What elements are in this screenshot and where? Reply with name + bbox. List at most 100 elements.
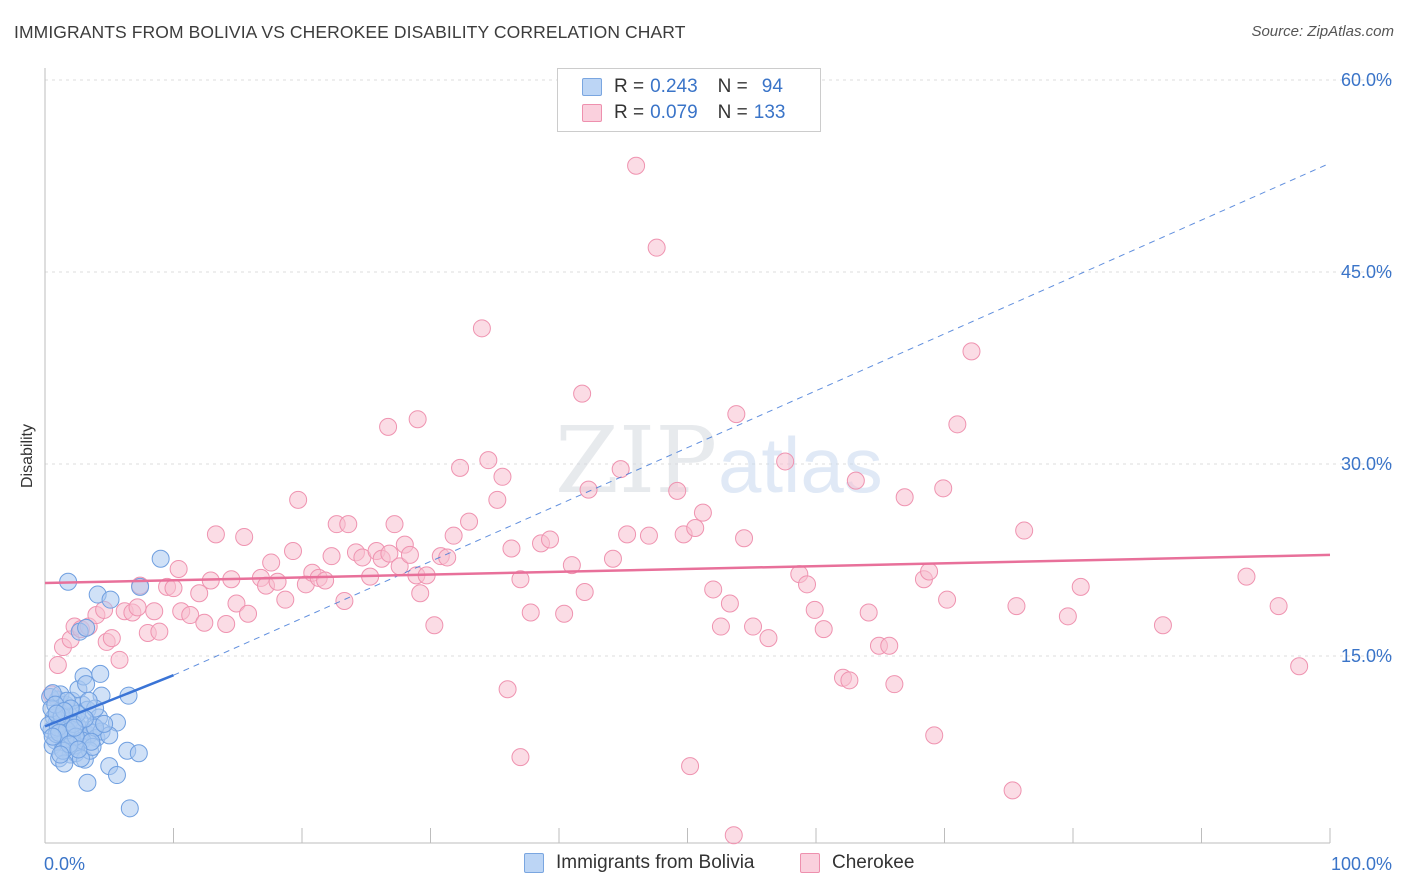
watermark-atlas: atlas [718, 421, 883, 509]
cherokee-point [562, 556, 581, 575]
legend-n-label: N = [717, 102, 748, 123]
bolivia-trend-extension [173, 162, 1331, 676]
cherokee-point [164, 579, 183, 598]
cherokee-point [48, 655, 67, 674]
cherokee-point [227, 594, 246, 613]
bolivia-point [151, 549, 170, 568]
y-tick-label: 45.0% [1341, 262, 1392, 282]
cherokee-point [335, 591, 354, 610]
bolivia-point [131, 577, 150, 596]
cherokee-point [681, 757, 700, 776]
cherokee-point [859, 603, 878, 622]
cherokee-point [618, 525, 637, 544]
cherokee-point [720, 594, 739, 613]
legend-n-label: N = [717, 76, 748, 97]
cherokee-point [885, 675, 904, 694]
cherokee-point [1290, 657, 1309, 676]
cherokee-point [686, 519, 705, 537]
cherokee-point [744, 617, 763, 636]
bolivia-point [101, 590, 120, 609]
bolivia-point [95, 714, 114, 733]
x-tick-label: 0.0% [44, 854, 85, 874]
cherokee-point [206, 525, 225, 544]
cherokee-point [934, 479, 953, 498]
cherokee-point [493, 467, 512, 486]
watermark: ZIP atlas [555, 407, 883, 514]
cherokee-point [322, 547, 341, 566]
cherokee-point [805, 600, 824, 619]
cherokee-trend-line [44, 553, 1331, 585]
legend-row-cherokee: R = 0.079 N = 133 [582, 101, 785, 125]
cherokee-point [444, 526, 463, 545]
cherokee-point [759, 629, 778, 648]
cherokee-point [579, 480, 598, 499]
cherokee-point [555, 604, 574, 623]
cherokee-point [438, 548, 457, 567]
legend-r-value: 0.079 [650, 102, 698, 123]
cherokee-point [575, 583, 594, 601]
bolivia-point [91, 664, 110, 683]
cherokee-point [110, 650, 129, 669]
cherokee-point [102, 629, 121, 648]
grid-lines [45, 79, 1392, 657]
cherokee-point [948, 415, 967, 434]
bolivia-point [120, 799, 139, 818]
legend-swatch-bolivia [582, 78, 602, 96]
cherokee-point [776, 452, 795, 471]
chart-title: IMMIGRANTS FROM BOLIVIA VS CHEROKEE DISA… [14, 22, 686, 42]
cherokee-point [190, 584, 209, 603]
cherokee-point [603, 549, 622, 568]
legend-r-value: 0.243 [650, 76, 698, 97]
cherokee-point [711, 617, 730, 636]
watermark-zip: ZIP [555, 407, 717, 514]
cherokee-point [727, 405, 746, 424]
tick-labels: 15.0% 30.0% 45.0% 60.0% 0.0% 100.0% [44, 70, 1392, 874]
legend-swatch-cherokee [582, 104, 602, 122]
cherokee-point [262, 553, 281, 572]
trend-lines [44, 162, 1331, 728]
bottom-legend: Immigrants from Bolivia Cherokee [0, 852, 1406, 876]
legend: R = 0.243 N = 94 R = 0.079 N = 133 [557, 68, 821, 132]
cherokee-point [962, 342, 981, 361]
bottom-legend-cherokee: Cherokee [800, 852, 914, 874]
bottom-legend-label-bolivia: Immigrants from Bolivia [556, 852, 755, 873]
cherokee-point [1015, 521, 1034, 540]
cherokee-point [735, 529, 754, 548]
cherokee-point [846, 471, 865, 490]
cherokee-point [488, 490, 507, 509]
cherokee-point [541, 530, 560, 549]
cherokee-point [521, 603, 540, 622]
cherokee-point [1237, 567, 1256, 586]
cherokee-point [289, 490, 308, 509]
cherokee-point [627, 156, 646, 175]
cherokee-point [268, 572, 287, 591]
cherokee-point [276, 590, 295, 609]
cherokee-point [938, 590, 957, 609]
bottom-legend-label-cherokee: Cherokee [832, 852, 915, 873]
cherokee-point [693, 503, 712, 522]
cherokee-point [724, 826, 743, 845]
cherokee-point [316, 571, 335, 590]
cherokee-point [425, 616, 444, 635]
cherokee-point [145, 602, 164, 621]
bolivia-point [51, 745, 70, 764]
y-tick-label: 30.0% [1341, 454, 1392, 474]
cherokee-point [239, 604, 258, 623]
cherokee-point [668, 481, 687, 500]
bolivia-point [43, 727, 62, 746]
cherokee-point [1269, 597, 1288, 616]
cherokee-point [479, 451, 498, 470]
cherokee-point [472, 319, 491, 338]
cherokee-point [1071, 577, 1090, 596]
cherokee-point [498, 680, 517, 699]
cherokee-point [647, 238, 666, 257]
source-label: Source: ZipAtlas.com [1251, 23, 1394, 40]
cherokee-point [1007, 597, 1026, 616]
cherokee-point [840, 671, 859, 690]
cherokee-point [181, 606, 200, 625]
cherokee-point [451, 458, 470, 477]
bolivia-point [129, 744, 148, 763]
bottom-legend-bolivia: Immigrants from Bolivia [524, 852, 755, 874]
cherokee-point [704, 580, 723, 599]
